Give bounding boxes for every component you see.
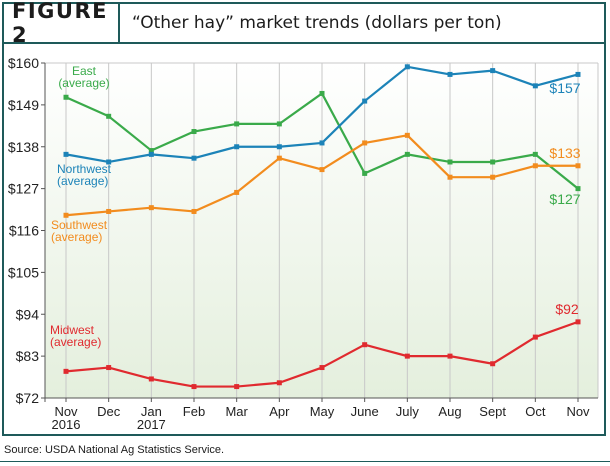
data-point xyxy=(106,159,112,165)
x-tick-label: Feb xyxy=(183,404,205,419)
data-point xyxy=(532,163,538,169)
y-tick-label: $138 xyxy=(8,139,39,155)
data-point xyxy=(276,155,282,161)
data-point xyxy=(148,205,154,211)
line-chart: $72 $83 $94 $105 $116 $127 $138 $149 $160 Nov 2016… xyxy=(8,55,599,432)
x-tick-label: Mar xyxy=(225,404,248,419)
data-point xyxy=(532,334,538,340)
data-point xyxy=(276,121,282,127)
data-point xyxy=(106,365,112,371)
data-point xyxy=(575,71,581,77)
data-point xyxy=(447,71,453,77)
data-point xyxy=(447,174,453,180)
data-point xyxy=(447,353,453,359)
end-value-label: $127 xyxy=(549,191,580,207)
data-point xyxy=(191,155,197,161)
data-point xyxy=(575,186,581,192)
data-point xyxy=(148,148,154,154)
bottom-rule xyxy=(0,461,610,462)
data-point xyxy=(575,163,581,169)
data-point xyxy=(106,208,112,214)
x-tick-label: June xyxy=(351,404,379,419)
y-tick-label: $94 xyxy=(16,306,40,322)
y-tick-label: $83 xyxy=(16,348,40,364)
data-point xyxy=(362,170,368,176)
data-point xyxy=(490,361,496,367)
header-rule xyxy=(2,42,606,44)
header-divider xyxy=(118,4,120,42)
series-name-label: Southwest (average) xyxy=(51,218,108,244)
x-tick-label: Jan 2017 xyxy=(137,404,166,432)
gridlines xyxy=(45,62,599,398)
data-point xyxy=(404,64,410,70)
data-point xyxy=(234,144,240,150)
y-tick-label: $149 xyxy=(8,97,39,113)
figure-title: “Other hay” market trends (dollars per t… xyxy=(132,13,502,33)
data-point xyxy=(319,167,325,173)
end-value-label: $157 xyxy=(549,80,580,96)
x-tick-label: Aug xyxy=(438,404,461,419)
data-point xyxy=(234,121,240,127)
data-point xyxy=(490,159,496,165)
data-point xyxy=(234,189,240,195)
data-point xyxy=(191,384,197,390)
data-point xyxy=(63,94,69,100)
end-value-label: $92 xyxy=(555,301,579,317)
data-point xyxy=(362,98,368,104)
axes: $72 $83 $94 $105 $116 $127 $138 $149 $160 Nov 2016… xyxy=(8,55,598,432)
data-point xyxy=(234,384,240,390)
y-tick-label: $160 xyxy=(8,55,39,71)
data-point xyxy=(191,129,197,135)
x-tick-label: Oct xyxy=(525,404,546,419)
data-point xyxy=(319,90,325,96)
data-point xyxy=(362,342,368,348)
data-point xyxy=(447,159,453,165)
y-tick-label: $72 xyxy=(16,390,40,406)
x-tick-label: Nov xyxy=(566,404,590,419)
data-point xyxy=(490,68,496,74)
x-tick-label: May xyxy=(310,404,335,419)
x-tick-label: Sept xyxy=(479,404,506,419)
data-point xyxy=(63,368,69,374)
data-point xyxy=(575,319,581,325)
x-tick-label: Apr xyxy=(269,404,290,419)
x-tick-label: Dec xyxy=(97,404,121,419)
data-point xyxy=(490,174,496,180)
series-name-label: Northwest (average) xyxy=(57,162,112,188)
series-name-label: East (average) xyxy=(58,64,109,90)
figure-label: FIGURE 2 xyxy=(12,0,108,47)
figure-header: FIGURE 2 “Other hay” market trends (doll… xyxy=(4,0,604,47)
data-point xyxy=(63,151,69,157)
series-name-label: Midwest (average) xyxy=(50,323,101,349)
series-lines xyxy=(63,64,581,390)
data-point xyxy=(148,151,154,157)
data-point xyxy=(362,140,368,146)
x-tick-label: Nov 2016 xyxy=(52,404,81,432)
data-point xyxy=(276,144,282,150)
series-labels: East (average) $127 Northwest (average) $157 S… xyxy=(50,64,581,349)
y-tick-label: $105 xyxy=(8,264,39,280)
data-point xyxy=(191,208,197,214)
data-point xyxy=(532,151,538,157)
data-point xyxy=(404,151,410,157)
data-point xyxy=(404,353,410,359)
data-point xyxy=(276,380,282,386)
data-point xyxy=(106,113,112,119)
data-point xyxy=(319,140,325,146)
figure-frame xyxy=(2,2,606,436)
data-point xyxy=(63,212,69,218)
x-tick-label: July xyxy=(396,404,420,419)
data-point xyxy=(532,83,538,89)
data-point xyxy=(404,132,410,138)
data-point xyxy=(319,365,325,371)
source-note: Source: USDA National Ag Statistics Serv… xyxy=(4,444,225,456)
y-tick-label: $127 xyxy=(8,181,39,197)
y-tick-label: $116 xyxy=(9,223,39,239)
data-point xyxy=(148,376,154,382)
end-value-label: $133 xyxy=(549,145,580,161)
